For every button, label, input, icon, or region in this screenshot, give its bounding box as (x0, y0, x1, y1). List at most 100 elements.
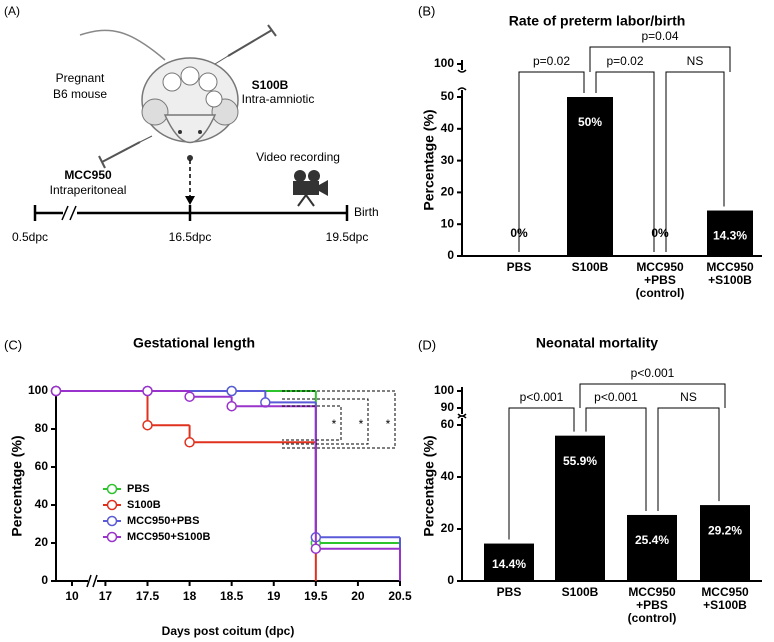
significance-bracket (282, 405, 342, 441)
x-tick-label: 10 (65, 589, 79, 603)
significance-bracket (282, 398, 369, 445)
value-label: 29.2% (708, 523, 742, 537)
significance-label: * (332, 417, 337, 431)
x-tick-label: +PBS (644, 273, 676, 287)
bar (555, 435, 605, 581)
censor-marker (50, 385, 62, 397)
y-tick-label: 20 (441, 521, 455, 535)
x-tick-label: S100B (562, 585, 599, 599)
x-tick-label: PBS (497, 585, 522, 599)
x-axis-title: Days post coitum (dpc) (162, 624, 295, 638)
censor-marker (142, 385, 153, 397)
significance-label: NS (687, 54, 704, 68)
significance-bracket (657, 407, 720, 511)
y-tick-label: 100 (434, 383, 454, 397)
timeline-break (61, 205, 77, 221)
significance-bracket (665, 71, 725, 252)
nose (187, 155, 193, 161)
significance-label: p<0.001 (594, 390, 638, 404)
y-axis-title: Percentage (%) (421, 435, 437, 536)
legend-marker (106, 499, 118, 511)
y-tick-label: 0 (447, 573, 454, 587)
diagram-text: 19.5dpc (326, 230, 369, 244)
panel-label: (C) (4, 337, 22, 352)
significance-label: p=0.02 (533, 54, 570, 68)
y-axis-title: Percentage (%) (421, 109, 437, 210)
chart-title: Gestational length (133, 335, 255, 351)
significance-bracket (508, 407, 575, 540)
x-tick-label: MCC950 (701, 585, 749, 599)
value-label: 0% (651, 226, 669, 240)
y-tick-label: 60 (441, 417, 455, 431)
value-label: 14.3% (713, 229, 747, 243)
legend-marker (106, 483, 118, 495)
panel-a: (A) Pregnant B6 mouse S100B Intra-amniot… (4, 4, 379, 244)
significance-label: p<0.001 (631, 366, 675, 380)
x-tick-label: 17 (99, 589, 113, 603)
x-tick-label: MCC950 (628, 585, 676, 599)
significance-bracket (595, 71, 655, 252)
y-tick-label: 40 (441, 121, 455, 135)
chart-title: Rate of preterm labor/birth (509, 13, 686, 29)
x-tick-label: 19.5 (304, 589, 328, 603)
diagram-text: B6 mouse (53, 87, 107, 101)
significance-bracket (282, 390, 396, 449)
y-tick-label: 40 (35, 497, 49, 511)
panel-label: (D) (418, 337, 436, 352)
y-tick-label: 20 (35, 535, 49, 549)
y-tick-label: 60 (35, 459, 49, 473)
y-tick-label: 0 (41, 573, 48, 587)
x-tick-label: 19 (267, 589, 281, 603)
x-tick-label: 20.5 (388, 589, 412, 603)
significance-bracket (585, 407, 647, 511)
y-tick-label: 0 (447, 248, 454, 262)
significance-bracket (518, 71, 585, 252)
bar (567, 97, 613, 256)
bar (627, 514, 677, 581)
eye (178, 130, 182, 134)
x-tick-label: (control) (628, 611, 677, 625)
censor-marker (184, 437, 195, 448)
value-label: 55.9% (563, 454, 597, 468)
x-tick-label: +PBS (636, 598, 668, 612)
diagram-text: Video recording (256, 150, 340, 164)
arrow-head (185, 196, 195, 205)
mouse-head (163, 114, 217, 144)
value-label: 14.4% (492, 557, 526, 571)
y-tick-label: 20 (441, 185, 455, 199)
camera (293, 170, 328, 207)
legend-marker (106, 515, 118, 527)
significance-label: p=0.04 (641, 29, 678, 43)
ear (141, 98, 169, 126)
y-tick-label: 40 (441, 469, 455, 483)
x-tick-label: MCC950 (636, 260, 684, 274)
significance-label: * (386, 417, 391, 431)
censor-marker (226, 400, 237, 412)
value-label: 25.4% (635, 533, 669, 547)
significance-label: * (359, 417, 364, 431)
eye (198, 130, 202, 134)
timeline (33, 205, 349, 221)
x-tick-label: 18 (183, 589, 197, 603)
x-tick-label: +S100B (703, 598, 747, 612)
diagram-text: MCC950 (64, 168, 112, 182)
x-tick-label: 17.5 (136, 589, 160, 603)
diagram-text: Intraperitoneal (50, 183, 127, 197)
bar (707, 210, 753, 256)
censor-marker (184, 391, 195, 402)
censor-marker (310, 543, 322, 554)
diagram-text: S100B (252, 78, 289, 92)
diagram-text: 16.5dpc (169, 230, 212, 244)
y-tick-label: 100 (28, 383, 48, 397)
significance-bracket (589, 46, 731, 72)
x-tick-label: S100B (572, 260, 609, 274)
x-tick-label: PBS (507, 260, 532, 274)
bar (484, 543, 534, 581)
significance-label: p=0.02 (606, 54, 643, 68)
censor-marker (142, 419, 153, 431)
x-tick-label: 20 (351, 589, 365, 603)
diagram-text: 0.5dpc (12, 230, 48, 244)
y-tick-label: 100 (434, 56, 454, 70)
y-tick-label: 30 (441, 153, 455, 167)
legend-label: MCC950+S100B (127, 531, 211, 543)
